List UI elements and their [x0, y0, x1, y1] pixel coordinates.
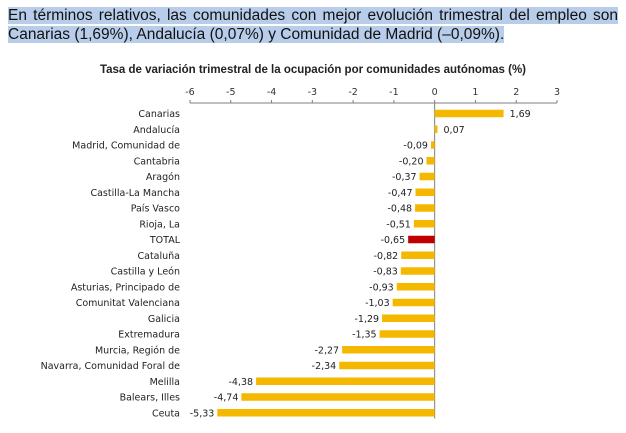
bar [382, 314, 435, 322]
x-tick-label: 3 [554, 87, 560, 98]
intro-paragraph: En términos relativos, las comunidades c… [8, 6, 618, 44]
data-label: -0,48 [387, 204, 412, 215]
bar [396, 283, 435, 291]
x-tick-label: -4 [267, 87, 276, 98]
bar [430, 141, 435, 149]
data-label: -5,33 [190, 408, 215, 419]
x-tick-label: 0 [432, 87, 438, 98]
x-tick-label: -6 [185, 87, 194, 98]
bar [415, 204, 435, 212]
x-tick-label: 1 [472, 87, 478, 98]
bars [217, 109, 504, 417]
data-label: -4,38 [228, 377, 253, 388]
bar [413, 220, 435, 228]
bar [434, 109, 504, 118]
data-label: -0,09 [403, 141, 428, 152]
bar [419, 172, 435, 181]
category-label: Balears, Illes [120, 393, 180, 404]
data-label: -0,51 [386, 219, 411, 230]
category-label: Cantabria [134, 156, 180, 167]
data-label: -0,65 [381, 235, 406, 246]
data-label: -1,03 [365, 298, 390, 309]
x-tick-label: -5 [226, 87, 235, 98]
data-label: -1,35 [352, 330, 377, 341]
bar [400, 267, 435, 275]
bar [434, 125, 438, 133]
bar [241, 393, 435, 401]
chart-title: Tasa de variación trimestral de la ocupa… [100, 64, 526, 76]
category-label: Navarra, Comunidad Foral de [41, 361, 181, 372]
bar [339, 361, 435, 370]
category-label: Extremadura [118, 330, 180, 341]
bar [415, 188, 435, 196]
x-tick-label: 2 [513, 87, 519, 98]
category-label: Asturias, Principado de [71, 282, 180, 293]
category-label: Castilla-La Mancha [90, 188, 180, 199]
data-label: -2,27 [315, 345, 340, 356]
data-label: -0,82 [374, 251, 399, 262]
data-label: -2,34 [312, 361, 337, 372]
category-label: Ceuta [152, 408, 180, 419]
data-label: 0,07 [444, 125, 465, 136]
category-label: Aragón [146, 172, 180, 183]
bar [392, 298, 435, 307]
data-label: -4,74 [214, 393, 239, 404]
data-labels: 1,69 0,07 -0,09 -0,20 -0,37 -0,47 -0,48 -0,51 -0… [190, 109, 531, 419]
x-tick-label: -3 [308, 87, 317, 98]
bar [342, 346, 435, 354]
data-label: -0,93 [369, 282, 394, 293]
category-label: Castilla y León [111, 267, 180, 278]
data-label: -1,29 [354, 314, 379, 325]
category-label: Andalucía [133, 125, 180, 136]
category-label: Canarias [138, 109, 180, 120]
category-label: Cataluña [137, 251, 180, 262]
category-label: Galicia [148, 314, 180, 325]
x-tick-label: -1 [389, 87, 398, 98]
bar [408, 235, 435, 244]
bar [379, 330, 435, 338]
data-label: -0,20 [399, 156, 424, 167]
bar [426, 157, 435, 165]
category-label: TOTAL [149, 235, 181, 246]
category-label: Madrid, Comunidad de [72, 141, 180, 152]
x-tick-label: -2 [348, 87, 357, 98]
bar [217, 409, 435, 417]
bar [256, 377, 435, 385]
category-label: Comunitat Valenciana [76, 298, 180, 309]
category-labels: Canarias Andalucía Madrid, Comunidad de Can… [41, 109, 181, 419]
bar [401, 251, 435, 259]
category-label: Murcia, Región de [95, 345, 180, 356]
data-label: -0,83 [373, 267, 398, 278]
data-label: 1,69 [510, 109, 531, 120]
category-label: País Vasco [131, 204, 180, 215]
data-label: -0,47 [388, 188, 413, 199]
category-label: Melilla [150, 377, 180, 388]
data-label: -0,37 [392, 172, 417, 183]
category-label: Rioja, La [139, 219, 180, 230]
